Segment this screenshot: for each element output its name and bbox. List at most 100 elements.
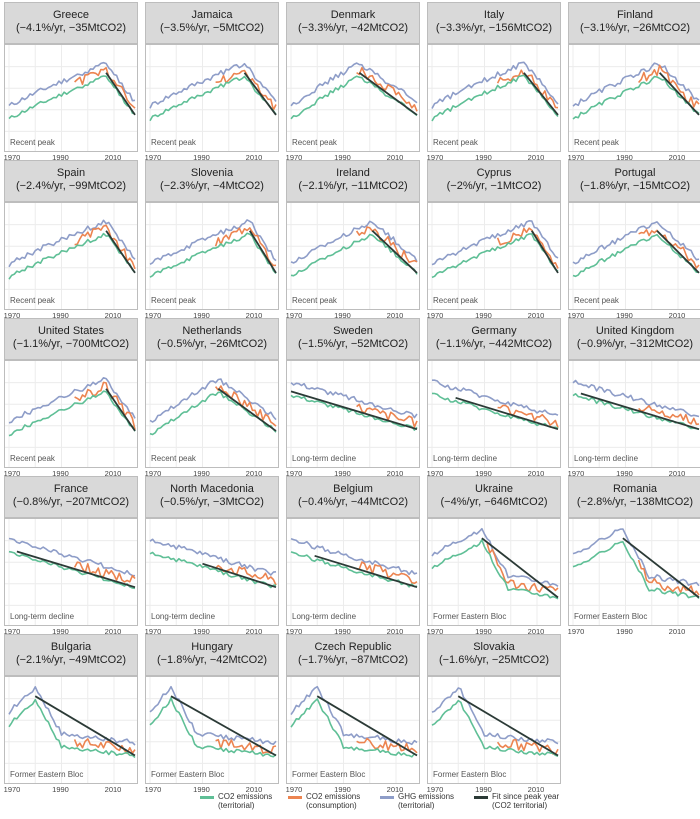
legend-label: CO2 emissions (territorial) [218,792,273,810]
series-fit-since-peak [314,554,418,589]
x-tick-label: 1970 [285,311,303,320]
x-axis-ticks: 1970 1990 2010 [145,784,279,794]
panel-category: Recent peak [433,138,478,147]
x-tick-label: 1990 [616,627,633,636]
panel-strip: Germany (−1.1%/yr, −442MtCO2) [427,318,561,360]
panel-subtitle: (−2.3%/yr, −4MtCO2) [160,180,264,192]
x-axis-ticks: 1970 1990 2010 [427,152,561,162]
panel-category: Recent peak [151,296,196,305]
x-tick-label: 2010 [527,311,545,320]
x-axis-ticks: 1970 1990 2010 [145,468,279,478]
panel-country: Cyprus [476,167,512,179]
series-ghg-territorial [8,686,136,746]
panel-subtitle: (−0.9%/yr, −312MtCO2) [576,338,694,350]
panel-category: Recent peak [10,454,55,463]
series-ghg-territorial [431,61,559,109]
x-axis-ticks: 1970 1990 2010 [286,468,420,478]
panel-svg [5,519,137,625]
series-co2-consumption [356,561,418,585]
series-ghg-territorial [8,377,136,424]
x-axis-ticks: 1970 1990 2010 [427,468,561,478]
panel-country: Hungary [191,641,233,653]
x-tick-label: 1990 [616,311,633,320]
series-fit-since-peak [523,72,559,116]
x-tick-label: 1990 [334,311,351,320]
series-fit-since-peak [105,72,136,116]
series-ghg-territorial [290,382,418,419]
x-tick-label: 1970 [426,153,444,162]
x-tick-label: 2010 [386,469,404,478]
x-axis-ticks: 1970 1990 2010 [427,626,561,636]
panel-united-kingdom: United Kingdom (−0.9%/yr, −312MtCO2) Long-… [568,318,700,478]
series-fit-since-peak [580,392,700,431]
panel-svg [428,519,560,625]
panel-strip: Portugal (−1.8%/yr, −15MtCO2) [568,160,700,202]
panel-svg [428,203,560,309]
panel-subtitle: (−3.5%/yr, −5MtCO2) [160,22,264,34]
x-tick-label: 1970 [567,153,585,162]
panel-category: Recent peak [433,296,478,305]
x-tick-label: 1970 [3,627,21,636]
series-ghg-territorial [149,219,277,265]
panel-subtitle: (−0.5%/yr, −26MtCO2) [156,338,268,350]
series-co2-territorial [290,233,418,277]
panel-country: Jamaica [191,9,233,21]
panel-north-macedonia: North Macedonia (−0.5%/yr, −3MtCO2) Long-t… [145,476,279,636]
panel-country: Finland [616,9,654,21]
x-tick-label: 2010 [386,153,404,162]
panel-strip: Bulgaria (−2.1%/yr, −49MtCO2) [4,634,138,676]
x-tick-label: 1970 [144,311,162,320]
legend-label: Fit since peak year (CO2 territorial) [492,792,560,810]
small-multiples-grid: Greece (−4.1%/yr, −35MtCO2) Recent peak 197… [4,2,700,794]
x-tick-label: 1990 [475,311,492,320]
series-ghg-territorial [432,379,559,416]
panel-plot: Former Eastern Bloc [286,676,420,784]
panel-plot: Recent peak [286,44,420,152]
panel-category: Former Eastern Bloc [433,770,507,779]
series-co2-consumption [496,69,559,109]
panel-plot: Long-term decline [4,518,138,626]
x-tick-label: 1970 [426,311,444,320]
panel-plot: Recent peak [145,44,279,152]
panel-category: Former Eastern Bloc [10,770,84,779]
x-tick-label: 1990 [475,153,492,162]
x-axis-ticks: 1970 1990 2010 [145,152,279,162]
panel-svg [569,45,700,151]
panel-svg [287,677,419,783]
panel-plot: Long-term decline [568,360,700,468]
panel-svg [569,519,700,625]
panel-country: United States [37,325,105,337]
series-fit-since-peak [481,537,559,599]
series-fit-since-peak [16,550,136,589]
panel-strip: Hungary (−1.8%/yr, −42MtCO2) [145,634,279,676]
x-axis-ticks: 1970 1990 2010 [4,626,138,636]
x-tick-label: 1970 [567,627,585,636]
series-ghg-territorial [572,528,700,587]
x-tick-label: 1970 [285,153,303,162]
series-co2-territorial [149,697,277,758]
x-tick-label: 1990 [193,627,210,636]
series-co2-territorial [149,232,277,278]
panel-country: Greece [52,9,90,21]
panel-subtitle: (−1.6%/yr, −25MtCO2) [438,654,550,666]
panel-plot: Recent peak [145,360,279,468]
panel-svg [287,203,419,309]
panel-ireland: Ireland (−2.1%/yr, −11MtCO2) Recent peak 19… [286,160,420,320]
series-ghg-territorial [290,537,418,576]
panel-category: Recent peak [151,454,196,463]
panel-category: Former Eastern Bloc [433,612,507,621]
series-co2-territorial [149,75,277,122]
panel-subtitle: (−2.4%/yr, −99MtCO2) [15,180,127,192]
series-fit-since-peak [290,390,418,431]
series-ghg-territorial [149,62,277,109]
panel-plot: Recent peak [4,44,138,152]
panel-category: Recent peak [292,296,337,305]
panel-sweden: Sweden (−1.5%/yr, −52MtCO2) Long-term decl… [286,318,420,478]
panel-category: Recent peak [10,296,55,305]
panel-subtitle: (−1.5%/yr, −52MtCO2) [297,338,409,350]
x-tick-label: 1990 [52,627,69,636]
panel-plot: Recent peak [427,202,561,310]
series-co2-territorial [8,698,136,759]
x-tick-label: 1990 [334,785,351,794]
x-tick-label: 1970 [285,785,303,794]
